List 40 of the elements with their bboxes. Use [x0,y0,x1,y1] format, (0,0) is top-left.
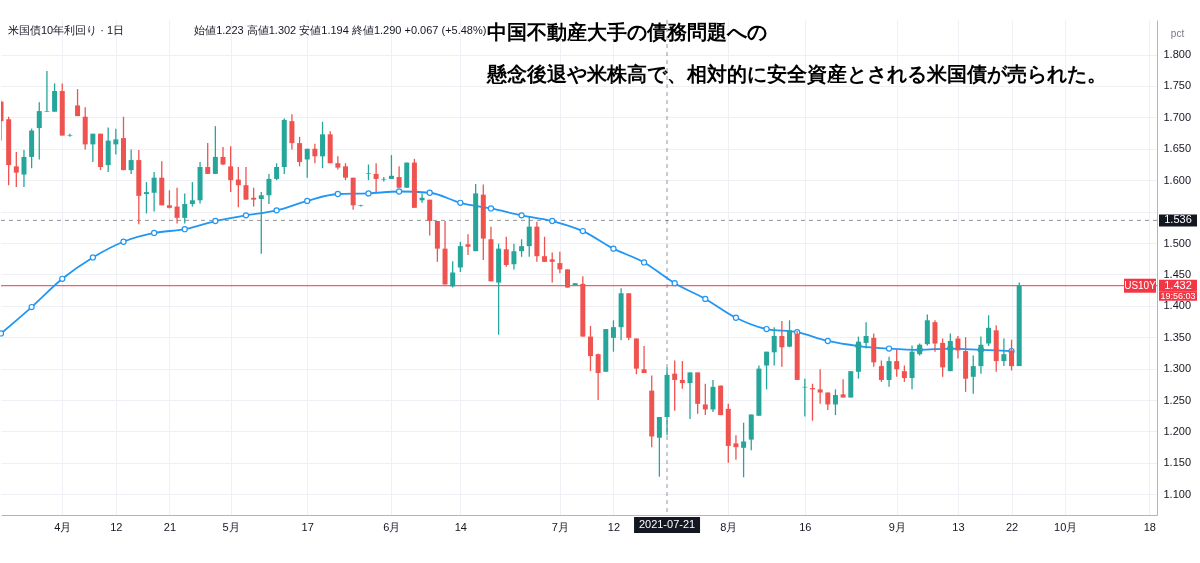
x-tick-label: 7月 [551,520,569,533]
text: 19:56:03 [1160,291,1196,302]
y-tick-label: 1.450 [1163,267,1192,280]
x-tick-label: 10月 [1054,520,1078,533]
x-tick-label: 4月 [54,520,72,533]
x-tick-label: 16 [799,520,812,533]
y-tick-label: 1.600 [1163,173,1192,186]
x-tick-label: 12 [607,520,621,533]
y-tick-label: 1.800 [1163,48,1192,61]
y-tick-label: 1.100 [1163,487,1192,500]
annotation: 米国債10年利回り · 1日 [8,24,125,36]
x-tick-label: 13 [952,520,965,533]
annotation: 始値1.223 高値1.302 安値1.194 終値1.290 +0.067 (+5.48%) [194,24,487,36]
y-axis-title: pct [1170,27,1185,39]
x-tick-label: 8月 [720,520,738,533]
y-tick-label: 1.150 [1163,456,1192,469]
y-tick-label: 1.200 [1163,424,1192,437]
y-tick-label: 1.700 [1163,110,1192,123]
x-tick-label: 21 [163,520,177,533]
x-tick-label: 5月 [222,520,240,533]
text: 懸念後退や米株高で、相対的に安全資産とされる米国債が売られた。 [486,63,1107,85]
x-tick-label: 6月 [383,520,401,533]
chart-title: 中国不動産大手の債務問題への [487,21,767,43]
y-tick-label: 1.750 [1163,79,1192,92]
x-tick-label: 18 [1143,520,1156,533]
annotation: 1.432 [1164,278,1192,291]
y-tick-label: 1.500 [1163,236,1192,249]
x-tick-label: 9月 [888,520,906,533]
y-tick-label: 1.400 [1163,299,1192,312]
y-tick-label: 1.350 [1163,330,1192,343]
x-tick-label: 17 [301,520,314,533]
ref-line-label: US10Y [1124,279,1157,291]
y-tick-label: 1.300 [1163,362,1192,375]
annotation: 1.536 [1164,213,1192,226]
y-tick-label: 1.250 [1163,393,1192,406]
x-tick-label: 14 [454,520,467,533]
x-tick-label: 12 [110,520,123,533]
y-tick-label: 1.650 [1163,142,1192,155]
x-tick-label: 2021-07-21 [638,518,696,530]
x-tick-label: 22 [1005,520,1019,533]
